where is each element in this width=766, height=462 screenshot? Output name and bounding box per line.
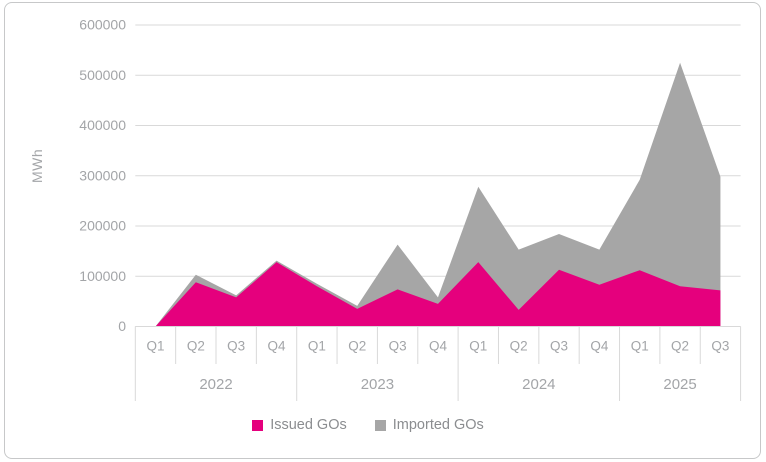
y-tick-label: 600000 <box>79 17 126 33</box>
issued-swatch-icon <box>252 419 264 431</box>
y-axis-title: MWh <box>29 148 45 183</box>
y-tick-label: 200000 <box>79 218 126 234</box>
quarter-label: Q1 <box>469 339 487 354</box>
quarter-label: Q2 <box>348 339 366 354</box>
quarter-label: Q4 <box>268 339 287 354</box>
quarter-label: Q2 <box>187 339 205 354</box>
quarter-label: Q3 <box>550 339 568 354</box>
quarter-label: Q2 <box>510 339 528 354</box>
quarter-label: Q3 <box>711 339 729 354</box>
y-tick-label: 100000 <box>79 268 126 284</box>
issued-area-series <box>155 262 721 327</box>
quarter-label: Q4 <box>429 339 448 354</box>
year-label: 2025 <box>663 376 696 393</box>
quarter-label: Q4 <box>590 339 609 354</box>
y-tick-label: 300000 <box>79 167 126 183</box>
y-tick-label: 400000 <box>79 117 126 133</box>
legend: Issued GOs Imported GOs <box>0 417 736 433</box>
legend-label-imported: Imported GOs <box>392 417 484 433</box>
quarter-label: Q2 <box>671 339 689 354</box>
legend-item-issued: Issued GOs <box>252 417 347 433</box>
quarter-label: Q1 <box>631 339 649 354</box>
y-tick-label: 0 <box>118 318 126 334</box>
y-tick-label: 500000 <box>79 67 126 83</box>
imported-swatch-icon <box>374 419 386 431</box>
year-label: 2022 <box>199 376 232 393</box>
quarter-label: Q3 <box>389 339 407 354</box>
quarter-label: Q1 <box>308 339 326 354</box>
quarter-label: Q3 <box>227 339 245 354</box>
legend-item-imported: Imported GOs <box>374 417 484 433</box>
year-label: 2023 <box>361 376 394 393</box>
imported-area-series <box>155 62 721 327</box>
legend-label-issued: Issued GOs <box>270 417 347 433</box>
quarter-label: Q1 <box>146 339 164 354</box>
year-label: 2024 <box>522 376 555 393</box>
